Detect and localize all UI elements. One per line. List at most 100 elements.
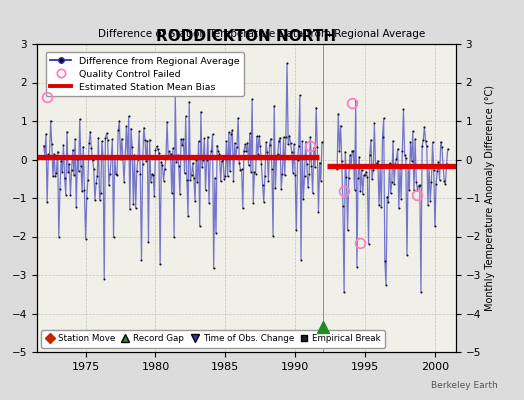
Point — [44, 151, 52, 158]
Legend: Station Move, Record Gap, Time of Obs. Change, Empirical Break: Station Move, Record Gap, Time of Obs. C… — [41, 330, 385, 348]
Point — [97, 138, 106, 144]
Point — [356, 188, 365, 194]
Point — [215, 151, 224, 157]
Point — [401, 155, 410, 161]
Point — [346, 152, 354, 158]
Point — [156, 261, 165, 268]
Point — [49, 173, 57, 180]
Point — [286, 140, 294, 147]
Point — [315, 159, 324, 166]
Point — [404, 164, 412, 170]
Point — [58, 169, 67, 176]
Point — [184, 213, 192, 219]
Point — [65, 161, 73, 167]
Point — [81, 235, 90, 242]
Point — [143, 137, 151, 144]
Point — [275, 137, 283, 144]
Point — [376, 164, 385, 170]
Point — [337, 158, 346, 164]
Point — [122, 123, 130, 130]
Point — [178, 142, 187, 148]
Point — [212, 230, 220, 236]
Point — [136, 171, 145, 177]
Point — [133, 167, 141, 174]
Point — [291, 172, 299, 178]
Point — [300, 173, 309, 180]
Point — [243, 140, 252, 146]
Point — [52, 170, 61, 176]
Point — [306, 134, 314, 140]
Text: Berkeley Earth: Berkeley Earth — [431, 381, 498, 390]
Point — [217, 158, 226, 165]
Point — [150, 193, 158, 199]
Point — [172, 158, 181, 165]
Point — [220, 175, 228, 182]
Point — [56, 186, 64, 192]
Point — [362, 169, 370, 175]
Point — [398, 148, 407, 154]
Point — [249, 200, 257, 206]
Point — [41, 152, 49, 159]
Point — [347, 162, 355, 169]
Point — [254, 151, 262, 157]
Point — [165, 148, 173, 154]
Point — [126, 206, 134, 212]
Point — [293, 157, 302, 163]
Point — [313, 144, 322, 150]
Point — [154, 146, 162, 152]
Point — [192, 157, 200, 164]
Point — [92, 180, 100, 187]
Point — [359, 172, 368, 178]
Point — [230, 178, 238, 184]
Point — [101, 135, 110, 142]
Point — [311, 164, 319, 171]
Point — [114, 127, 123, 133]
Point — [420, 124, 429, 130]
Point — [290, 141, 298, 148]
Point — [296, 92, 304, 98]
Point — [373, 160, 381, 166]
Point — [106, 171, 114, 177]
Point — [135, 128, 144, 134]
Point — [240, 148, 248, 154]
Point — [111, 154, 119, 160]
Point — [173, 152, 182, 158]
Point — [117, 136, 126, 142]
Point — [196, 108, 205, 115]
Point — [339, 203, 347, 210]
Point — [216, 178, 225, 184]
Point — [89, 157, 97, 163]
Point — [105, 182, 113, 188]
Point — [244, 162, 253, 168]
Point — [443, 146, 452, 152]
Point — [234, 115, 242, 121]
Point — [86, 128, 94, 135]
Point — [256, 143, 265, 150]
Point — [406, 139, 414, 145]
Point — [169, 145, 177, 151]
Point — [264, 178, 272, 184]
Point — [343, 227, 352, 234]
Point — [368, 176, 376, 182]
Point — [375, 202, 383, 209]
Point — [298, 138, 307, 144]
Point — [284, 141, 292, 147]
Point — [403, 252, 411, 258]
Point — [132, 205, 140, 211]
Point — [316, 178, 325, 184]
Point — [309, 190, 317, 196]
Point — [269, 233, 277, 239]
Point — [206, 154, 214, 161]
Point — [60, 175, 69, 181]
Point — [416, 182, 424, 188]
Point — [149, 171, 157, 178]
Point — [180, 170, 189, 176]
Point — [303, 161, 311, 167]
Point — [237, 166, 246, 173]
Point — [198, 164, 206, 170]
Point — [201, 187, 210, 194]
Point — [115, 118, 124, 124]
Point — [168, 190, 176, 196]
Point — [374, 158, 382, 164]
Point — [144, 239, 152, 246]
